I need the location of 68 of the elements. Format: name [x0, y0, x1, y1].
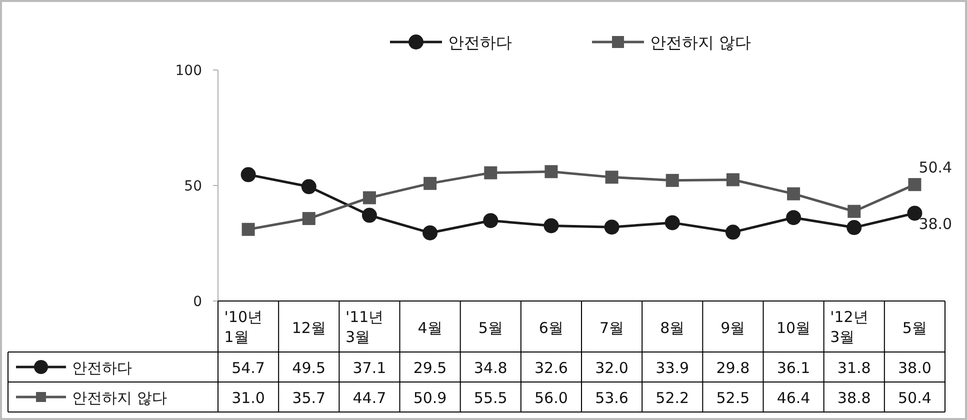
x-tick-label: 12월 [292, 319, 326, 337]
data-label: 32.6 [534, 359, 568, 377]
data-label: 31.8 [837, 359, 871, 377]
data-label: 50.9 [413, 389, 447, 407]
data-label: 53.6 [595, 389, 628, 407]
data-label: 29.5 [413, 359, 447, 377]
point [786, 210, 802, 226]
point [301, 179, 316, 194]
data-label: 49.5 [292, 359, 326, 377]
data-label: 46.4 [776, 389, 810, 407]
point [544, 165, 558, 178]
point [302, 212, 316, 226]
point [605, 170, 618, 184]
x-tick-label: '11년 3월 [345, 308, 384, 346]
data-label: 54.7 [232, 359, 265, 377]
data-label: 37.1 [352, 359, 386, 377]
data-label: 35.7 [292, 389, 326, 407]
x-tick-label: 4월 [418, 319, 442, 337]
data-label: 32.0 [595, 359, 628, 377]
y-tick-label: 100 [175, 63, 202, 79]
x-tick-label: 6월 [538, 319, 564, 337]
point [666, 174, 679, 187]
x-tick-label: 5월 [478, 319, 503, 337]
point [848, 204, 861, 218]
x-tick-label: 5월 [902, 319, 927, 337]
point [725, 224, 740, 240]
y-tick-label: 0 [193, 294, 202, 310]
point [604, 220, 620, 235]
point [544, 218, 559, 234]
point [726, 173, 740, 186]
legend-label: 안전하지 않다 [650, 33, 752, 52]
data-label: 29.8 [716, 359, 750, 377]
text: 38.0 [918, 215, 952, 234]
point [483, 213, 498, 228]
y-tick-label: 50 [184, 178, 202, 194]
data-label: 31.0 [232, 389, 265, 407]
data-label: 50.4 [898, 389, 932, 407]
x-tick-label: 9월 [720, 319, 746, 337]
x-tick-label: '12년 3월 [830, 308, 868, 346]
point [908, 178, 922, 192]
point [422, 225, 438, 240]
point [787, 187, 800, 200]
text: 안전하다 [72, 359, 132, 377]
data-label: 52.2 [656, 389, 690, 407]
point [424, 176, 437, 190]
text: 50.4 [918, 158, 952, 177]
legend-label: 안전하다 [448, 33, 512, 52]
point [664, 215, 680, 230]
text: 안전하지 않다 [72, 389, 167, 407]
point [240, 167, 256, 182]
data-label: 44.7 [352, 389, 386, 407]
point [242, 222, 255, 236]
data-label: 56.0 [534, 389, 568, 407]
data-label: 34.8 [474, 359, 508, 377]
data-label: 36.1 [776, 359, 810, 377]
point [362, 191, 376, 204]
x-tick-label: '10년 1월 [224, 308, 263, 346]
data-label: 33.9 [656, 359, 690, 377]
data-label: 55.5 [474, 389, 508, 407]
x-tick-label: 10월 [776, 319, 811, 337]
data-label: 38.0 [898, 359, 932, 377]
point [362, 208, 377, 223]
x-tick-label: 8월 [660, 319, 685, 337]
data-label: 52.5 [716, 389, 750, 407]
point [484, 166, 498, 180]
point [846, 220, 862, 236]
data-label: 38.8 [837, 389, 871, 407]
x-tick-label: 7월 [600, 319, 624, 337]
